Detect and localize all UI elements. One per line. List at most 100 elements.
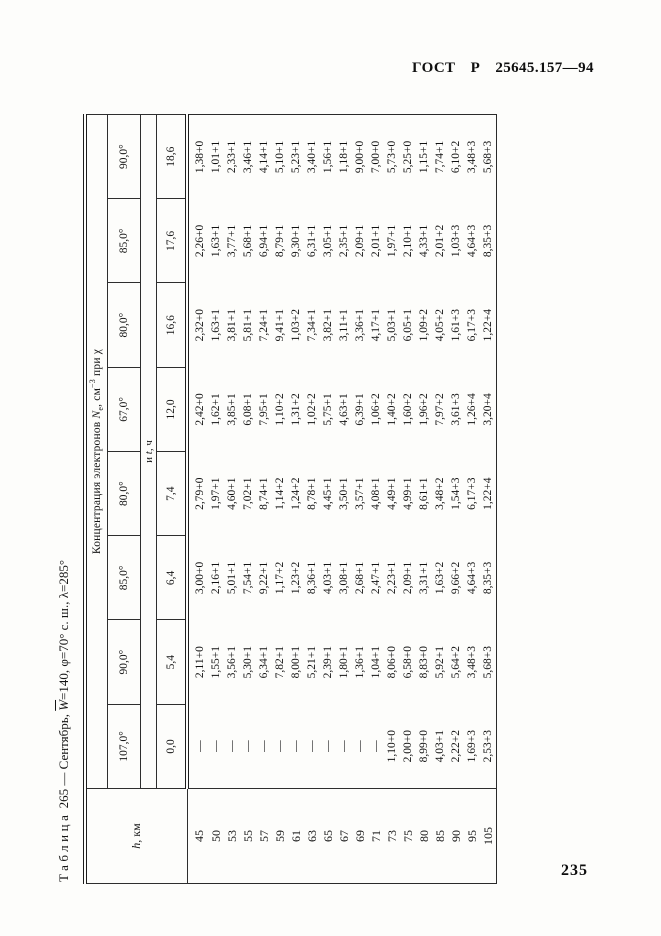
h-value-cell: 90: [448, 788, 464, 884]
data-cell: 1,10+0: [386, 729, 398, 763]
h-value-cell: 45: [187, 788, 208, 884]
data-cell: 2,09+1: [402, 561, 414, 595]
data-cell: 4,14+1: [258, 140, 270, 174]
data-cell: 3,48+3: [466, 645, 478, 679]
data-cell: 1,60+2: [402, 393, 414, 426]
data-cell: 8,00+1: [290, 645, 302, 679]
data-cell: —: [274, 740, 286, 752]
data-cell: 3,31+1: [418, 561, 430, 595]
data-cell: 2,26+0: [194, 224, 206, 258]
data-cell: 3,57+1: [354, 477, 366, 510]
data-cell: 3,77+1: [226, 224, 238, 258]
data-cell: 1,04+1: [370, 645, 382, 679]
data-cell: 8,35+3: [482, 224, 494, 258]
electron-concentration-table: h, км Концентрация электронов Ne, см−3 п…: [83, 114, 497, 884]
data-cell: 5,68+3: [482, 645, 494, 679]
data-cell: 1,31+2: [290, 393, 302, 426]
table-row: 53 — 3,56+1 5,01+1 4,60+1 3,85+1 3,81+1 3,77+1 2…: [224, 115, 240, 884]
table-title-rest2: =140, φ=70° с. ш., λ=285°: [56, 559, 71, 700]
data-cell: —: [194, 740, 206, 752]
t-label-cell: и t, ч: [140, 114, 157, 789]
data-cell: 1,14+2: [274, 477, 286, 510]
span-header-row: h, км Концентрация электронов Ne, см−3 п…: [85, 114, 187, 884]
data-cell: 2,01+2: [434, 224, 446, 258]
data-cell: 3,50+1: [338, 477, 350, 510]
table-title-word: Таблица: [56, 811, 71, 882]
data-cell: 7,95+1: [258, 393, 270, 426]
table-title: Таблица 265 — Сентябрь, W=140, φ=70° с. …: [56, 112, 72, 882]
chi-value-cell: 107,0°: [107, 704, 141, 789]
chi-value-cell: 85,0°: [107, 535, 141, 620]
data-cell: 2,35+1: [338, 224, 350, 258]
data-cell: 2,42+0: [194, 393, 206, 426]
data-cell: 7,97+2: [434, 393, 446, 426]
table-row: 95 1,69+3 3,48+3 4,64+3 6,17+3 1,26+4 6,17+3 4,…: [464, 115, 480, 884]
data-cell: 8,36+1: [306, 561, 318, 595]
data-cell: 5,30+1: [242, 645, 254, 679]
data-cell: 2,11+0: [194, 646, 206, 679]
data-cell: 1,36+1: [354, 645, 366, 679]
data-cell: —: [370, 740, 382, 752]
data-cell: 2,10+1: [402, 224, 414, 258]
data-cell: 1,80+1: [338, 645, 350, 679]
h-value-cell: 50: [208, 788, 224, 884]
chi-value-cell: 90,0°: [107, 114, 141, 199]
data-cell: 4,99+1: [402, 477, 414, 510]
table-title-rest1: 265 — Сентябрь,: [56, 710, 71, 812]
h-value-cell: 53: [224, 788, 240, 884]
gost-standard-number: ГОСТ Р 25645.157—94: [412, 60, 594, 76]
data-cell: 3,05+1: [322, 224, 334, 258]
data-cell: 1,03+3: [450, 224, 462, 258]
data-cell: 8,99+0: [418, 729, 430, 763]
data-cell: 4,64+3: [466, 224, 478, 258]
data-cell: 1,69+3: [466, 729, 478, 763]
table-body: 45 — 2,11+0 3,00+0 2,79+0 2,42+0 2,32+0 2,26+0 1…: [187, 115, 497, 884]
data-cell: 6,94+1: [258, 224, 270, 258]
t-value-cell: 6,4: [156, 535, 187, 620]
data-cell: 6,58+0: [402, 645, 414, 679]
chi-header-row: 107,0° 90,0° 85,0° 80,0° 67,0° 80,0° 85,0° 90,0…: [107, 114, 141, 884]
data-cell: 5,03+1: [386, 308, 398, 342]
data-cell: 1,54+3: [450, 477, 462, 510]
data-cell: 9,22+1: [258, 561, 270, 595]
data-cell: 2,39+1: [322, 645, 334, 679]
data-cell: 1,63+1: [210, 224, 222, 258]
data-cell: 6,17+3: [466, 477, 478, 510]
data-cell: 1,10+2: [274, 393, 286, 426]
data-cell: 2,32+0: [194, 308, 206, 342]
data-cell: 1,61+3: [450, 308, 462, 342]
data-cell: 3,46+1: [242, 140, 254, 174]
data-cell: 7,54+1: [242, 561, 254, 595]
data-cell: 4,63+1: [338, 393, 350, 426]
data-cell: 7,74+1: [434, 140, 446, 174]
h-value-cell: 63: [304, 788, 320, 884]
t-value-cell: 18,6: [156, 114, 187, 199]
table-row: 65 — 2,39+1 4,03+1 4,45+1 5,75+1 3,82+1 3,05+1 1…: [320, 115, 336, 884]
data-cell: 3,08+1: [338, 561, 350, 595]
data-cell: 2,01+1: [370, 224, 382, 258]
data-cell: 2,22+2: [450, 729, 462, 763]
data-cell: 6,05+1: [402, 308, 414, 342]
h-value-cell: 85: [432, 788, 448, 884]
table-header: h, км Концентрация электронов Ne, см−3 п…: [85, 114, 187, 884]
table-row: 90 2,22+2 5,64+2 9,66+2 1,54+3 3,61+3 1,61+3 1,…: [448, 115, 464, 884]
data-cell: 9,00+0: [354, 140, 366, 174]
table-row: 45 — 2,11+0 3,00+0 2,79+0 2,42+0 2,32+0 2,26+0 1…: [187, 115, 208, 884]
data-cell: 5,81+1: [242, 308, 254, 342]
data-cell: —: [306, 740, 318, 752]
data-cell: 5,21+1: [306, 645, 318, 679]
data-cell: 8,74+1: [258, 477, 270, 510]
chi-value-cell: 85,0°: [107, 198, 141, 283]
data-cell: 4,17+1: [370, 308, 382, 342]
t-value-cell: 5,4: [156, 620, 187, 705]
t-values-row: 0,0 5,4 6,4 7,4 12,0 16,6 17,6 18,6: [156, 114, 187, 884]
data-cell: 3,48+3: [466, 140, 478, 174]
table-row: 80 8,99+0 8,83+0 3,31+1 8,61+1 1,96+2 1,09+2 4,…: [416, 115, 432, 884]
data-cell: 3,82+1: [322, 308, 334, 342]
t-value-cell: 0,0: [156, 704, 187, 789]
table-row: 71 — 1,04+1 2,47+1 4,08+1 1,06+2 4,17+1 2,01+1 7…: [368, 115, 384, 884]
data-cell: 4,49+1: [386, 477, 398, 510]
data-cell: 9,66+2: [450, 561, 462, 595]
data-cell: 1,01+1: [210, 140, 222, 174]
page-number: 235: [561, 862, 588, 879]
